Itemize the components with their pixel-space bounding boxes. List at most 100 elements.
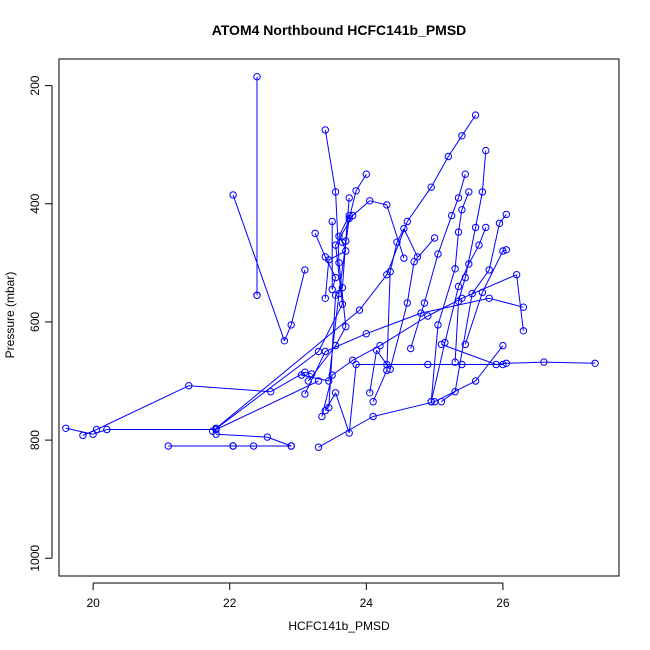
data-point: [342, 323, 350, 331]
series-segment: [420, 297, 490, 314]
series-segment: [345, 197, 350, 242]
series-segment: [506, 361, 544, 364]
series-segment: [359, 274, 388, 311]
data-point: [458, 132, 466, 140]
series-26: [304, 126, 350, 385]
series-19: [407, 170, 469, 353]
series-segment: [324, 129, 337, 192]
series-segment: [444, 286, 459, 343]
series-segment: [338, 262, 347, 327]
series-segment: [215, 380, 319, 430]
data-point: [471, 223, 480, 232]
series-segment: [328, 293, 340, 382]
data-point: [434, 250, 442, 258]
series-segment: [352, 200, 371, 216]
series-3: [209, 197, 408, 435]
data-point: [321, 253, 329, 261]
series-segment: [96, 385, 190, 430]
data-point: [461, 273, 469, 282]
series-segment: [379, 315, 429, 347]
series-segment: [481, 250, 504, 293]
data-point: [345, 194, 353, 202]
data-point: [331, 273, 340, 282]
data-point: [430, 234, 439, 242]
series-segment: [475, 191, 483, 228]
series-segment: [464, 227, 477, 278]
data-point: [403, 217, 411, 226]
data-point: [478, 288, 487, 297]
data-point: [369, 398, 377, 406]
series-segment: [430, 156, 449, 188]
x-axis-label: HCFC141b_PMSD: [288, 619, 390, 633]
series-segment: [331, 277, 337, 290]
series-segment: [270, 371, 306, 393]
data-point: [321, 294, 329, 302]
series-segment: [307, 345, 336, 382]
data-point: [475, 241, 483, 249]
data-point: [366, 197, 374, 205]
series-segment: [386, 271, 391, 371]
series-segment: [232, 194, 285, 341]
series-2: [229, 191, 309, 345]
data-point: [400, 224, 408, 233]
data-point: [495, 219, 504, 228]
data-point: [540, 358, 548, 366]
data-point: [458, 206, 466, 214]
y-axis-label: Pressure (mbar): [3, 272, 17, 359]
series-segment: [406, 261, 415, 304]
axes-layer: 20 22 24 26 200 400 600 800 1000: [28, 75, 510, 610]
series-segment: [454, 293, 473, 392]
series-11: [318, 271, 528, 421]
series-segment: [216, 433, 268, 438]
series-segment: [372, 401, 435, 417]
series-12: [321, 360, 507, 437]
series-10: [314, 341, 507, 451]
y-tick-label: 400: [28, 193, 42, 213]
series-segment: [396, 228, 405, 243]
data-point: [482, 223, 490, 232]
series-segment: [389, 242, 398, 272]
data-point: [185, 382, 193, 390]
y-tick-label: 800: [28, 430, 42, 450]
data-point: [407, 344, 415, 353]
data-point: [352, 360, 360, 369]
data-point: [512, 271, 521, 279]
series-segment: [454, 232, 459, 269]
data-point: [451, 265, 459, 273]
data-point: [420, 299, 429, 307]
data-point: [62, 424, 70, 432]
data-point: [444, 152, 452, 161]
data-point: [478, 188, 487, 196]
data-point: [437, 398, 446, 406]
series-segment: [458, 277, 466, 302]
data-point: [485, 294, 493, 302]
data-point: [321, 126, 329, 134]
data-point: [352, 187, 360, 195]
data-point: [461, 340, 469, 349]
series-segment: [386, 204, 405, 259]
data-point: [318, 412, 326, 421]
series-segment: [290, 269, 306, 326]
series-segment: [406, 186, 432, 222]
data-point: [263, 433, 271, 441]
series-segment: [461, 274, 517, 299]
data-point: [448, 211, 456, 220]
series-segment: [437, 215, 453, 255]
data-point: [331, 389, 340, 397]
series-segment: [335, 191, 340, 263]
data-point: [458, 360, 466, 369]
series-segment: [437, 268, 456, 326]
data-point: [454, 228, 463, 236]
data-point: [441, 338, 449, 347]
data-point: [451, 358, 459, 366]
data-point: [502, 210, 510, 219]
series-segment: [386, 221, 408, 275]
data-point: [314, 443, 323, 451]
data-point: [461, 170, 469, 178]
series-segment: [516, 274, 524, 331]
data-point: [427, 183, 435, 191]
data-point: [499, 247, 507, 255]
series-layer: [62, 73, 599, 451]
series-segment: [314, 233, 326, 258]
